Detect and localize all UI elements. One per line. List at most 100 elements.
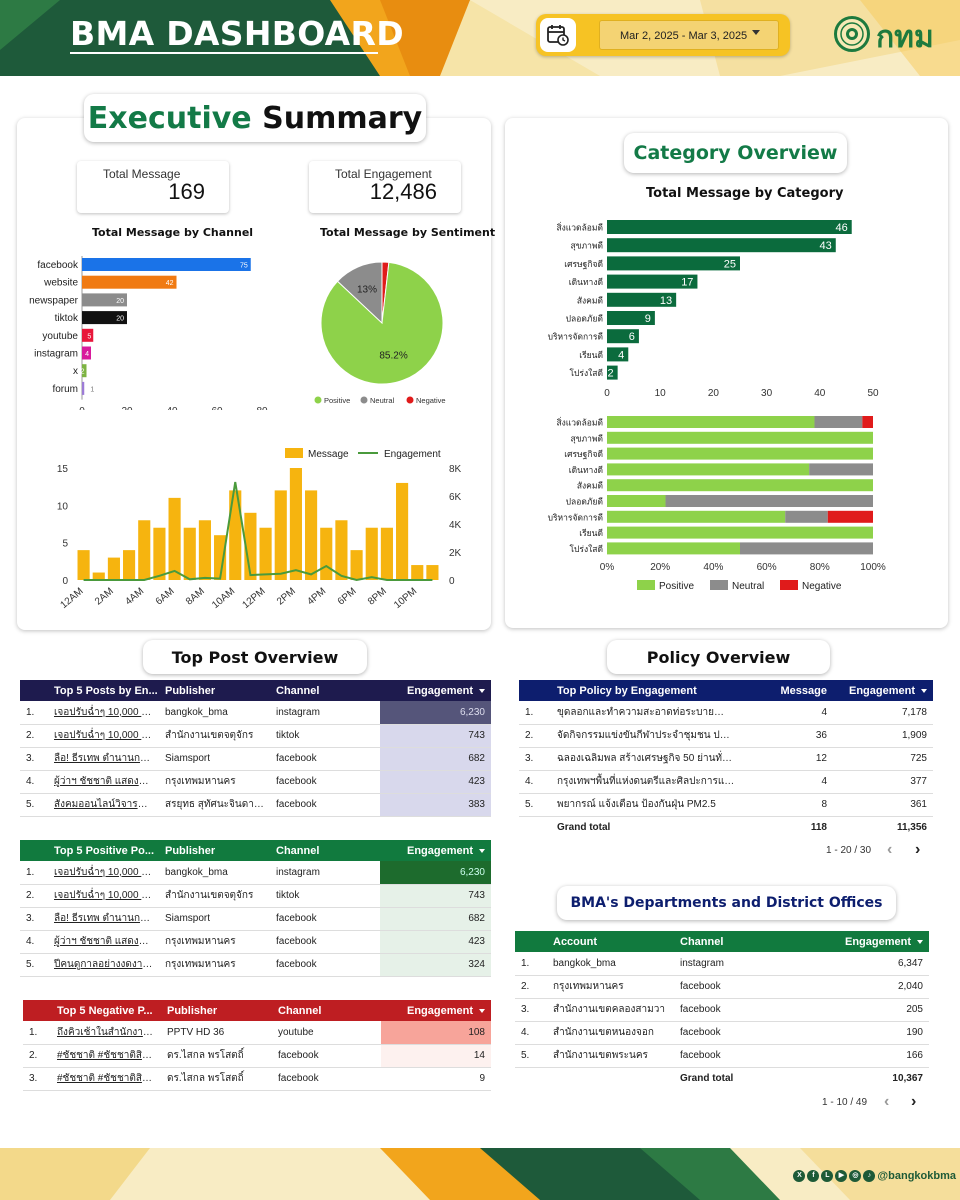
line-icon[interactable]: L (821, 1170, 834, 1182)
table-row[interactable]: 5. สำนักงานเขตพระนคร facebook 166 (515, 1044, 929, 1068)
col-post[interactable]: Top 5 Positive Po... (54, 844, 155, 857)
table-row[interactable]: 3. ฉลองเฉลิมพล สร้างเศรษฐกิจ 50 ย่านทั่วก… (519, 747, 933, 771)
col-engagement[interactable]: Engagement (380, 840, 491, 861)
table-row[interactable]: 2. กรุงเทพมหานคร facebook 2,040 (515, 975, 929, 999)
cell-channel: facebook (674, 975, 794, 999)
table-row[interactable]: 4. กรุงเทพฯพื้นที่แห่งดนตรีและศิลปะการแส.… (519, 770, 933, 794)
col-engagement[interactable]: Engagement (381, 1000, 491, 1021)
bma-logo-text: กทม (876, 20, 934, 55)
cell-post[interactable]: เจอปรับฉ่ำๆ 10,000 บาท... (48, 701, 159, 725)
executive-title-part1: Executive (87, 100, 252, 136)
cell-account: สำนักงานเขตพระนคร (547, 1044, 674, 1068)
grand-total-engagement: 11,356 (896, 822, 927, 834)
col-account[interactable]: Account (553, 935, 597, 948)
table-row[interactable]: 3. ลือ! ธีรเทพ ตำนานกองห... Siamsport faceb… (20, 907, 491, 931)
cell-publisher: Siamsport (159, 747, 270, 771)
table-row[interactable]: 1. ถึงคิวเช้าในสำนักงานเข... PPTV HD 36 you… (23, 1021, 491, 1045)
table-row[interactable]: 3.#ชัชชาติ #ชัชชาติสิทธิพัน...ดร.ไสกล พร… (23, 1067, 491, 1091)
cell-post[interactable]: ปีคนดูกาลอย่างงดงาม เทศ... (48, 953, 159, 977)
col-channel[interactable]: Channel (276, 844, 320, 857)
table-row[interactable]: 5.สังคมออนไลน์วิจารณ์! หน่...สรยุทธ สุทั… (20, 793, 491, 817)
col-rank (23, 1000, 51, 1021)
col-rank (20, 840, 48, 861)
table-row[interactable]: 5.ปีคนดูกาลอย่างงดงาม เทศ...กรุงเทพมหานค… (20, 953, 491, 977)
prev-page-icon[interactable]: ‹ (887, 841, 893, 858)
col-post[interactable]: Top 5 Negative P... (57, 1004, 153, 1017)
next-page-icon[interactable]: › (915, 841, 921, 858)
table-row[interactable]: 4. สำนักงานเขตหนองจอก facebook 190 (515, 1021, 929, 1045)
table-row[interactable]: 2. จัดกิจกรรมแข่งขันกีฬาประจำชุมชน ประ...… (519, 724, 933, 748)
legend-swatch (285, 448, 303, 458)
table-row[interactable]: 1. ขุดลอกและทำความสะอาดท่อระบายน้ำ 3,... 4… (519, 701, 933, 725)
prev-page-icon[interactable]: ‹ (884, 1093, 890, 1110)
table-row[interactable]: 1. bangkok_bma instagram 6,347 (515, 952, 929, 976)
message-bar (138, 520, 151, 580)
sort-desc-icon[interactable] (479, 688, 485, 693)
col-publisher[interactable]: Publisher (165, 684, 216, 697)
cell-post[interactable]: #ชัชชาติ #ชัชชาติสิทธิพัน... (51, 1067, 161, 1091)
col-publisher[interactable]: Publisher (165, 844, 216, 857)
cell-post[interactable]: สังคมออนไลน์วิจารณ์! หน่... (48, 793, 159, 817)
cell-channel: tiktok (270, 724, 380, 748)
table-row[interactable]: 3. ลือ! ธีรเทพ ตำนานกองห... Siamsport faceb… (20, 747, 491, 771)
table-row[interactable]: 3. สำนักงานเขตคลองสามวา facebook 205 (515, 998, 929, 1022)
col-channel[interactable]: Channel (278, 1004, 322, 1017)
col-channel[interactable]: Channel (680, 935, 724, 948)
cell-post[interactable]: เจอปรับฉ่ำๆ 10,000 บาท... (48, 861, 159, 885)
cell-msg: 8 (741, 793, 833, 817)
cell-post[interactable]: ผู้ว่าฯ ชัชชาติ แสดงความยิ... (48, 930, 159, 954)
channel-bar (82, 275, 177, 289)
x-tick-label: 50 (867, 388, 879, 399)
sentiment-pie-chart: 85.2% 13% Positive Neutral Negative (314, 261, 446, 405)
col-rank (515, 931, 547, 952)
table-row[interactable]: 1. เจอปรับฉ่ำๆ 10,000 บาท... bangkok_bma in… (20, 701, 491, 725)
table-row[interactable]: 4.ผู้ว่าฯ ชัชชาติ แสดงความยิ...กรุงเทพมห… (20, 930, 491, 954)
cell-post[interactable]: ลือ! ธีรเทพ ตำนานกองห... (48, 747, 159, 771)
cell-eng: 166 (794, 1044, 929, 1068)
category-label: บริหารจัดการดี (548, 512, 603, 522)
cell-post[interactable]: ผู้ว่าฯ ชัชชาติ แสดงความยิ... (48, 770, 159, 794)
col-engagement[interactable]: Engagement (380, 680, 491, 701)
facebook-icon[interactable]: f (807, 1170, 820, 1182)
instagram-icon[interactable]: ◎ (849, 1170, 862, 1182)
sort-desc-icon[interactable] (479, 848, 485, 853)
kpi-value: 169 (168, 179, 205, 204)
sentiment-segment (827, 510, 873, 523)
col-engagement[interactable]: Engagement (833, 680, 933, 701)
legend-swatch (637, 580, 655, 590)
cell-post[interactable]: #ชัชชาติ #ชัชชาติสิทธิพัน... (51, 1044, 161, 1068)
cell-channel: facebook (270, 953, 380, 977)
col-channel[interactable]: Channel (276, 684, 320, 697)
col-post[interactable]: Top 5 Posts by En... (54, 684, 158, 697)
cell-account: สำนักงานเขตหนองจอก (547, 1021, 674, 1045)
table-row[interactable]: 2. เจอปรับฉ่ำๆ 10,000 บาท... สำนักงานเขตจต… (20, 724, 491, 748)
date-range-dropdown[interactable]: Mar 2, 2025 - Mar 3, 2025 (599, 20, 779, 50)
table-row[interactable]: 5. พยากรณ์ แจ้งเตือน ป้องกันฝุ่น PM2.5 8 36… (519, 793, 933, 817)
table-row[interactable]: 1. เจอปรับฉ่ำๆ 10,000 บาท... bangkok_bma in… (20, 861, 491, 885)
table-row[interactable]: 2. เจอปรับฉ่ำๆ 10,000 บาท... สำนักงานเขตจต… (20, 884, 491, 908)
col-message[interactable]: Message (780, 684, 827, 697)
col-policy[interactable]: Top Policy by Engagement (557, 684, 697, 697)
col-publisher[interactable]: Publisher (167, 1004, 218, 1017)
next-page-icon[interactable]: › (911, 1093, 917, 1110)
chevron-down-icon[interactable] (752, 30, 760, 35)
cell-post[interactable]: ลือ! ธีรเทพ ตำนานกองห... (48, 907, 159, 931)
footer-background (0, 1148, 960, 1200)
x-icon[interactable]: X (793, 1170, 806, 1182)
y2-tick-label: 8K (449, 464, 462, 475)
sort-desc-icon[interactable] (917, 939, 923, 944)
col-engagement[interactable]: Engagement (794, 931, 929, 952)
channel-bar (82, 364, 87, 378)
sentiment-segment (607, 431, 873, 444)
table-row[interactable]: 2.#ชัชชาติ #ชัชชาติสิทธิพัน...ดร.ไสกล พร… (23, 1044, 491, 1068)
cell-post[interactable]: ถึงคิวเช้าในสำนักงานเข... (51, 1021, 161, 1045)
x-tick-label: 8PM (366, 586, 389, 608)
table-row[interactable]: 4.ผู้ว่าฯ ชัชชาติ แสดงความยิ...กรุงเทพมห… (20, 770, 491, 794)
tiktok-icon[interactable]: ♪ (863, 1170, 876, 1182)
cell-post[interactable]: เจอปรับฉ่ำๆ 10,000 บาท... (48, 724, 159, 748)
youtube-icon[interactable]: ▶ (835, 1170, 848, 1182)
col-engagement-label: Engagement (406, 684, 473, 697)
sort-desc-icon[interactable] (479, 1008, 485, 1013)
sort-desc-icon[interactable] (921, 688, 927, 693)
cell-post[interactable]: เจอปรับฉ่ำๆ 10,000 บาท... (48, 884, 159, 908)
